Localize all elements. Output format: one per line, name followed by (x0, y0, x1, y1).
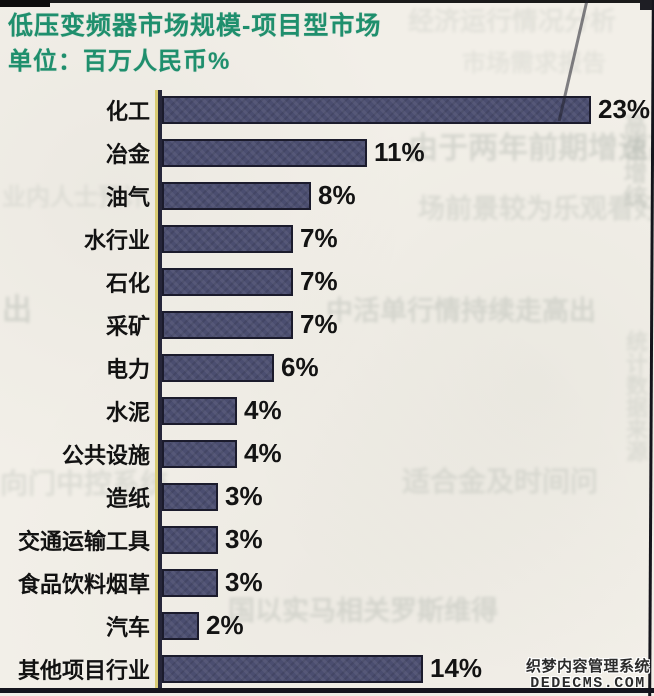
bar-category-label: 电力 (105, 356, 150, 382)
bar-row: 采矿 7% (0, 303, 654, 346)
bar-chart: 化工 23% 冶金 11% 油气 8% 水行业 7% 石化 7% 采矿 7% 电… (0, 88, 654, 694)
bar-category-label: 化工 (105, 98, 150, 124)
bar (162, 138, 367, 167)
bar-value-label: 7% (300, 223, 338, 253)
bleed-through-text: 市场需求报告 (462, 50, 606, 77)
bar-category-label: 食品饮料烟草 (17, 571, 150, 597)
page-edge-top-right-mark (640, 0, 654, 10)
bar-category-label: 石化 (105, 270, 150, 296)
bar-value-label: 3% (225, 524, 263, 554)
bar (162, 654, 423, 683)
bar-category-label: 其他项目行业 (17, 657, 150, 683)
bar-value-label: 4% (244, 438, 282, 468)
bar-value-label: 11% (374, 137, 425, 167)
bar (162, 181, 311, 210)
bar-category-label: 冶金 (105, 141, 150, 167)
bar (162, 224, 293, 253)
bar-value-label: 3% (225, 567, 263, 597)
bar-category-label: 采矿 (105, 313, 150, 339)
bar (162, 396, 237, 425)
bar-value-label: 23% (598, 94, 651, 124)
bar-row: 水行业 7% (0, 217, 654, 260)
bar (162, 439, 237, 468)
bar-row: 汽车 2% (0, 604, 654, 647)
bar-value-label: 14% (430, 653, 483, 683)
bar-row: 交通运输工具 3% (0, 518, 654, 561)
bar-row: 石化 7% (0, 260, 654, 303)
bar-category-label: 油气 (105, 184, 150, 210)
page-edge-top-line (0, 0, 654, 3)
bar-category-label: 水泥 (105, 399, 150, 425)
page-edge-top-left-mark (0, 0, 50, 7)
bar-category-label: 汽车 (105, 614, 150, 640)
bar-row: 造纸 3% (0, 475, 654, 518)
chart-title: 低压变频器市场规模-项目型市场 (8, 12, 382, 40)
watermark-cms-url: DEDECMS.COM (530, 674, 646, 692)
bar-value-label: 7% (300, 309, 338, 339)
bar-value-label: 4% (244, 395, 282, 425)
bar-row: 食品饮料烟草 3% (0, 561, 654, 604)
watermark-cms-name: 织梦内容管理系统 (525, 658, 650, 675)
bar-category-label: 交通运输工具 (17, 528, 150, 554)
bar-category-label: 造纸 (105, 485, 150, 511)
bar (162, 267, 293, 296)
bar-value-label: 2% (206, 610, 244, 640)
y-axis-line (158, 90, 162, 689)
bar-value-label: 7% (300, 266, 338, 296)
chart-unit-label: 单位：百万人民币% (8, 48, 231, 75)
bar (162, 525, 218, 554)
bar (162, 353, 274, 382)
bar-category-label: 水行业 (83, 227, 150, 253)
bar (162, 568, 218, 597)
bar-row: 水泥 4% (0, 389, 654, 432)
x-axis-line (0, 688, 654, 693)
bar-value-label: 3% (225, 481, 263, 511)
bar-value-label: 8% (318, 180, 356, 210)
bar-category-label: 公共设施 (61, 442, 150, 468)
bar (162, 611, 199, 640)
bar (162, 95, 591, 124)
bar (162, 482, 218, 511)
bar-row: 电力 6% (0, 346, 654, 389)
bar-row: 公共设施 4% (0, 432, 654, 475)
watermark: 织梦内容管理系统 DEDECMS.COM (525, 658, 650, 692)
bar-row: 化工 23% (0, 88, 654, 131)
bar-value-label: 6% (281, 352, 319, 382)
bar (162, 310, 293, 339)
bar-row: 其他项目行业 14% (0, 647, 654, 690)
bar-row: 油气 8% (0, 174, 654, 217)
bar-row: 冶金 11% (0, 131, 654, 174)
chart-rows: 化工 23% 冶金 11% 油气 8% 水行业 7% 石化 7% 采矿 7% 电… (0, 88, 654, 690)
